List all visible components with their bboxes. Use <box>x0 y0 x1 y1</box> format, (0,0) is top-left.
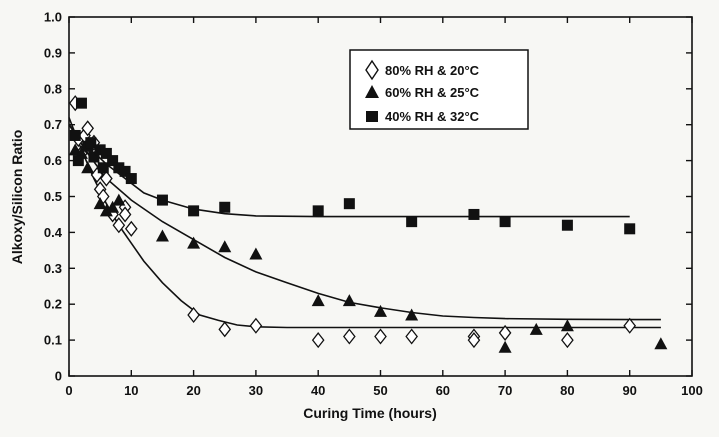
fit-curve-60rh-25c <box>68 124 661 321</box>
axes-group: 0 10 20 30 40 50 60 70 80 90 100 0 0.1 0.2 0.3 0.4 0.5 0.… <box>44 10 703 399</box>
data-point-square <box>468 208 480 220</box>
y-tick-label: 0.8 <box>44 81 62 96</box>
data-point-triangle <box>498 340 512 353</box>
data-point-triangle <box>529 322 543 335</box>
y-tick-label: 1.0 <box>44 10 62 25</box>
x-tick-label: 80 <box>560 383 574 398</box>
data-point-triangle <box>99 204 113 217</box>
data-point-square <box>85 137 97 149</box>
data-point-triangle <box>249 247 263 260</box>
data-point-square <box>343 198 355 210</box>
data-point-diamond <box>374 328 387 345</box>
data-point-diamond <box>81 120 95 137</box>
data-point-square <box>188 205 200 217</box>
data-point-square <box>107 155 119 167</box>
x-tick-label: 70 <box>498 383 512 398</box>
x-tick-label: 90 <box>622 383 636 398</box>
data-point-diamond <box>405 328 418 345</box>
data-point-triangle <box>342 294 356 307</box>
data-point-diamond <box>311 332 325 349</box>
legend-marker-diamond <box>365 59 379 81</box>
data-points-group <box>68 95 668 353</box>
legend-marker-triangle <box>365 85 379 98</box>
data-point-triangle <box>68 143 82 156</box>
data-point-square <box>75 97 87 109</box>
data-point-diamond <box>249 317 263 334</box>
data-point-diamond <box>118 206 132 223</box>
y-tick-label: 0.6 <box>44 153 62 168</box>
legend-box <box>349 49 529 130</box>
x-tick-label: 60 <box>436 383 450 398</box>
data-point-square <box>561 219 573 231</box>
data-point-diamond <box>498 324 512 341</box>
data-point-diamond <box>218 321 232 338</box>
y-tick-label: 0.5 <box>44 189 62 204</box>
data-point-triangle <box>218 240 232 253</box>
data-point-square <box>113 162 125 174</box>
data-point-diamond <box>124 220 138 237</box>
data-point-square <box>156 194 168 206</box>
data-point-square <box>499 216 511 228</box>
y-tick-label: 0.3 <box>44 261 62 276</box>
legend-label-80rh: 80% RH & 20°C <box>385 63 480 78</box>
x-tick-label: 10 <box>124 383 138 398</box>
data-point-square <box>219 201 231 213</box>
data-point-triangle <box>405 308 419 321</box>
data-point-triangle <box>81 161 95 174</box>
x-tick-label: 50 <box>373 383 387 398</box>
data-point-square <box>94 144 106 156</box>
data-point-triangle <box>155 229 169 242</box>
x-axis-title: Curing Time (hours) <box>303 405 437 421</box>
data-point-diamond <box>467 332 481 349</box>
data-point-diamond <box>623 317 637 334</box>
data-point-triangle <box>106 200 120 213</box>
data-point-square <box>100 147 112 159</box>
legend: 80% RH & 20°C 60% RH & 25°C 40% RH & 32°… <box>349 49 529 130</box>
legend-label-40rh: 40% RH & 32°C <box>385 109 480 124</box>
data-point-diamond <box>343 328 356 345</box>
y-tick-label: 0.4 <box>44 225 63 240</box>
data-point-square <box>119 165 131 177</box>
data-point-diamond <box>561 332 574 349</box>
y-tick-label: 0 <box>55 369 62 384</box>
y-tick-label: 0.1 <box>44 333 62 348</box>
y-axis-title: Alkoxy/Silicon Ratio <box>9 130 25 265</box>
x-tick-label: 20 <box>186 383 200 398</box>
x-tick-label: 0 <box>65 383 72 398</box>
data-point-diamond <box>100 170 113 187</box>
data-point-diamond <box>187 306 200 324</box>
legend-marker-square <box>366 111 378 122</box>
data-point-triangle <box>112 193 126 206</box>
x-tick-label: 30 <box>249 383 263 398</box>
y-tick-label: 0.7 <box>44 117 62 132</box>
data-point-square <box>312 205 324 217</box>
data-point-triangle <box>187 236 201 249</box>
y-tick-label: 0.9 <box>44 45 62 60</box>
data-point-square <box>406 216 418 228</box>
data-point-triangle <box>93 197 107 210</box>
data-point-square <box>125 173 137 185</box>
legend-label-60rh: 60% RH & 25°C <box>385 85 480 100</box>
y-tick-label: 0.2 <box>44 297 62 312</box>
data-point-triangle <box>311 294 325 307</box>
fit-curve-40rh-32c <box>68 124 630 218</box>
data-point-triangle <box>374 304 387 317</box>
x-tick-label: 40 <box>311 383 325 398</box>
data-point-square <box>624 223 636 235</box>
data-point-square <box>88 151 100 163</box>
data-point-triangle <box>654 337 668 350</box>
data-point-square <box>69 129 81 141</box>
data-point-triangle <box>560 319 574 332</box>
data-point-diamond <box>112 217 126 234</box>
x-tick-label: 100 <box>681 383 703 398</box>
data-point-square <box>72 155 84 167</box>
data-point-square <box>97 162 109 174</box>
